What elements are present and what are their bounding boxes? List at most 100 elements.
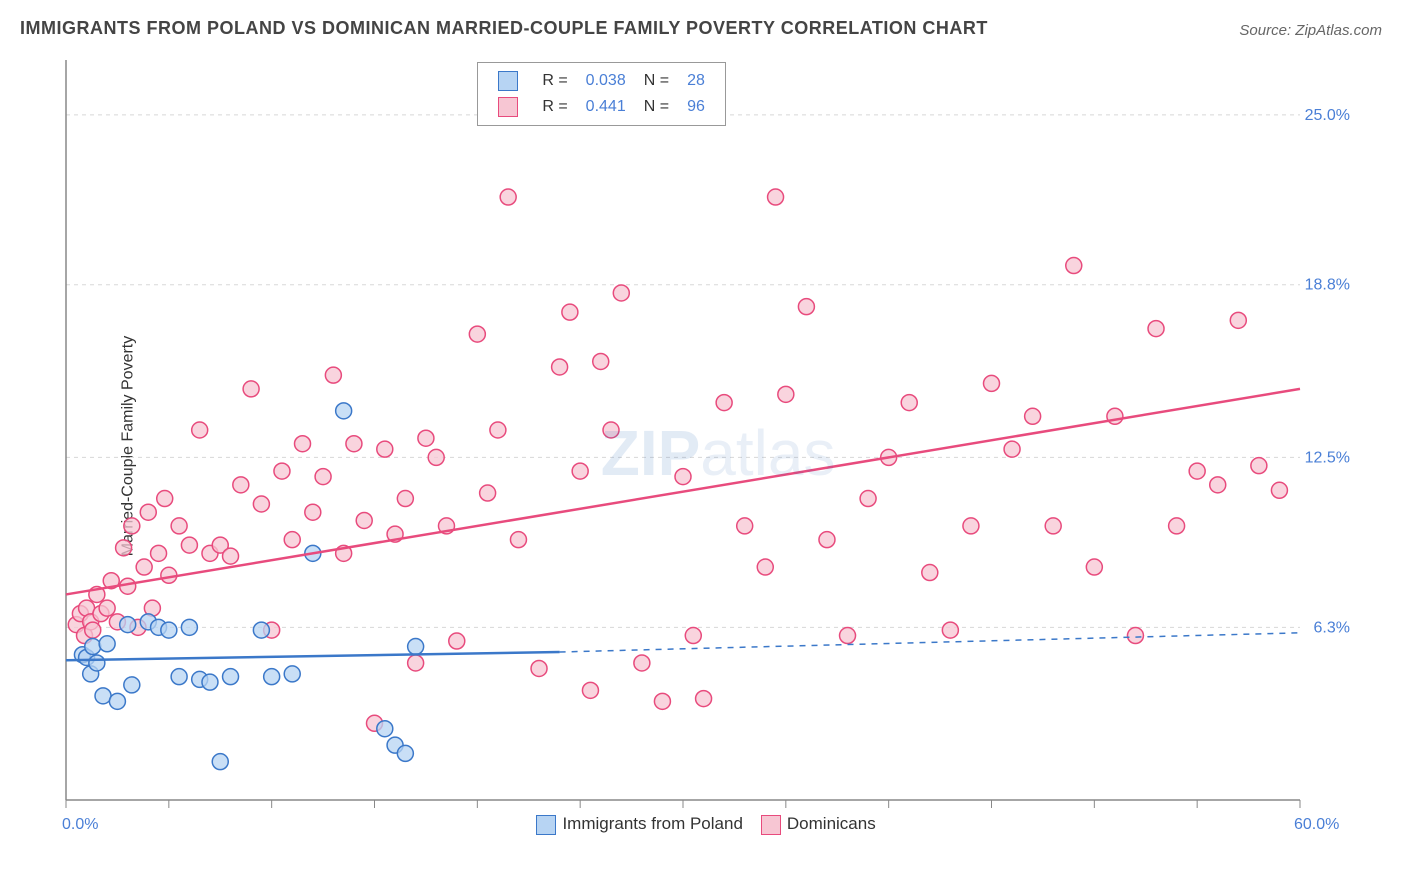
data-point <box>140 504 156 520</box>
data-point <box>397 491 413 507</box>
data-point <box>737 518 753 534</box>
data-point <box>109 693 125 709</box>
data-point <box>223 669 239 685</box>
data-point <box>181 537 197 553</box>
data-point <box>151 545 167 561</box>
n-label: N = <box>636 69 677 93</box>
data-point <box>1004 441 1020 457</box>
data-point <box>253 622 269 638</box>
data-point <box>356 512 372 528</box>
trend-line-extension <box>560 633 1300 652</box>
data-point <box>1127 628 1143 644</box>
data-point <box>778 386 794 402</box>
data-point <box>157 491 173 507</box>
data-point <box>274 463 290 479</box>
data-point <box>685 628 701 644</box>
data-point <box>85 622 101 638</box>
data-point <box>99 600 115 616</box>
data-point <box>171 669 187 685</box>
data-point <box>634 655 650 671</box>
data-point <box>1045 518 1061 534</box>
data-point <box>757 559 773 575</box>
legend-item: Immigrants from Poland <box>518 814 742 833</box>
data-point <box>99 636 115 652</box>
data-point <box>212 754 228 770</box>
data-point <box>500 189 516 205</box>
data-point <box>171 518 187 534</box>
data-point <box>428 449 444 465</box>
data-point <box>202 674 218 690</box>
data-point <box>480 485 496 501</box>
data-point <box>552 359 568 375</box>
data-point <box>408 639 424 655</box>
legend-swatch <box>761 815 781 835</box>
series-legend: Immigrants from PolandDominicans <box>518 814 875 835</box>
scatter-plot: 6.3%12.5%18.8%25.0% <box>60 60 1360 840</box>
data-point <box>963 518 979 534</box>
data-point <box>233 477 249 493</box>
data-point <box>181 619 197 635</box>
data-point <box>397 745 413 761</box>
legend-label: Immigrants from Poland <box>562 814 742 833</box>
y-grid-label: 6.3% <box>1314 619 1350 636</box>
data-point <box>243 381 259 397</box>
data-point <box>1251 458 1267 474</box>
data-point <box>336 403 352 419</box>
data-point <box>572 463 588 479</box>
data-point <box>449 633 465 649</box>
chart-title: IMMIGRANTS FROM POLAND VS DOMINICAN MARR… <box>20 18 988 39</box>
data-point <box>264 669 280 685</box>
data-point <box>582 682 598 698</box>
data-point <box>1230 312 1246 328</box>
data-point <box>346 436 362 452</box>
legend-row: R =0.038N =28 <box>490 69 713 93</box>
n-label: N = <box>636 95 677 119</box>
legend-row: R =0.441N =96 <box>490 95 713 119</box>
data-point <box>1169 518 1185 534</box>
data-point <box>819 532 835 548</box>
data-point <box>1148 321 1164 337</box>
data-point <box>192 422 208 438</box>
data-point <box>510 532 526 548</box>
source-name: ZipAtlas.com <box>1295 22 1382 39</box>
data-point <box>613 285 629 301</box>
legend-item: Dominicans <box>743 814 876 833</box>
data-point <box>89 655 105 671</box>
data-point <box>654 693 670 709</box>
data-point <box>418 430 434 446</box>
data-point <box>531 660 547 676</box>
n-value: 28 <box>679 69 713 93</box>
data-point <box>1066 258 1082 274</box>
data-point <box>798 299 814 315</box>
trend-line <box>66 389 1300 595</box>
data-point <box>984 375 1000 391</box>
data-point <box>120 617 136 633</box>
data-point <box>1086 559 1102 575</box>
source-prefix: Source: <box>1239 22 1295 39</box>
data-point <box>136 559 152 575</box>
data-point <box>860 491 876 507</box>
data-point <box>295 436 311 452</box>
data-point <box>1210 477 1226 493</box>
data-point <box>840 628 856 644</box>
data-point <box>901 395 917 411</box>
data-point <box>253 496 269 512</box>
r-label: R = <box>534 69 575 93</box>
data-point <box>469 326 485 342</box>
x-axis-min-label: 0.0% <box>62 816 98 834</box>
data-point <box>325 367 341 383</box>
data-point <box>95 688 111 704</box>
y-grid-label: 12.5% <box>1305 449 1350 466</box>
source-citation: Source: ZipAtlas.com <box>1239 22 1382 39</box>
r-label: R = <box>534 95 575 119</box>
data-point <box>1271 482 1287 498</box>
data-point <box>716 395 732 411</box>
correlation-legend: R =0.038N =28R =0.441N =96 <box>477 62 726 126</box>
y-grid-label: 18.8% <box>1305 277 1350 294</box>
data-point <box>562 304 578 320</box>
data-point <box>942 622 958 638</box>
data-point <box>922 565 938 581</box>
data-point <box>1189 463 1205 479</box>
data-point <box>124 518 140 534</box>
data-point <box>1025 408 1041 424</box>
